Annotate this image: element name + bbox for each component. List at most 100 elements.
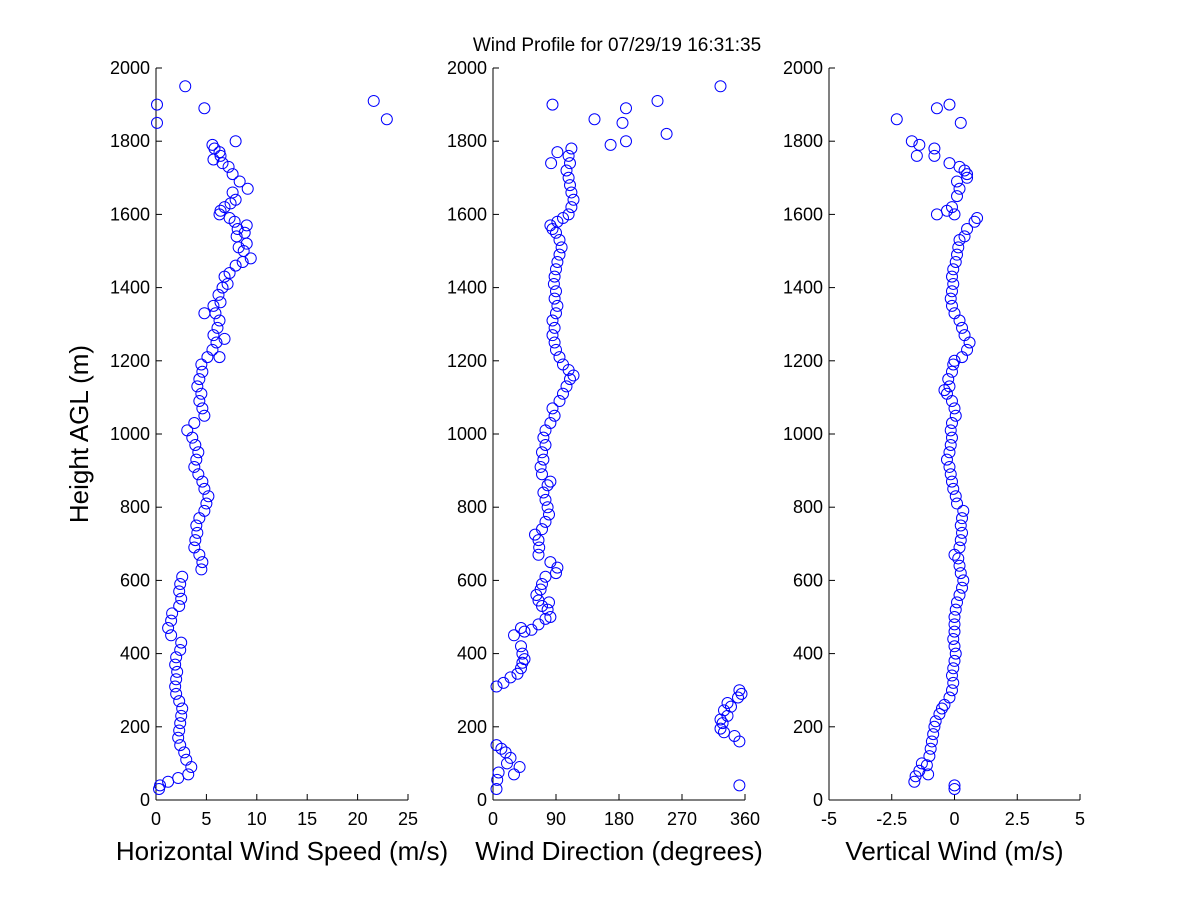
data-point — [185, 761, 198, 774]
data-point — [536, 468, 548, 481]
data-point — [499, 746, 512, 759]
data-point — [541, 501, 554, 514]
data-point — [192, 446, 205, 459]
y-tick-label: 1200 — [110, 351, 150, 371]
data-point — [948, 654, 961, 667]
y-tick-label: 0 — [477, 790, 487, 810]
data-point — [933, 707, 946, 720]
x-axis-label: Wind Direction (degrees) — [475, 836, 763, 866]
data-point — [169, 680, 182, 693]
data-point — [195, 563, 208, 576]
data-point — [947, 263, 960, 276]
data-point — [953, 559, 966, 572]
data-point — [193, 395, 206, 408]
x-tick-label: -5 — [821, 809, 837, 829]
data-point — [176, 702, 189, 715]
data-point — [539, 493, 552, 506]
data-point — [944, 424, 957, 437]
y-tick-label: 1000 — [447, 424, 487, 444]
data-point — [367, 94, 380, 107]
y-tick-label: 1400 — [110, 278, 150, 298]
data-point — [620, 102, 632, 115]
data-point — [174, 717, 187, 730]
data-point — [544, 219, 557, 232]
data-point — [940, 387, 953, 400]
data-point — [193, 548, 206, 561]
x-tick-label: 5 — [1075, 809, 1085, 829]
data-point — [565, 186, 578, 199]
data-point — [170, 673, 183, 686]
data-point — [604, 138, 617, 151]
data-point — [533, 541, 546, 554]
data-point — [957, 574, 970, 587]
data-point — [555, 241, 568, 254]
data-point — [210, 336, 223, 349]
data-point — [548, 409, 561, 422]
data-point — [508, 629, 520, 642]
data-point — [226, 168, 239, 181]
data-point — [565, 142, 578, 155]
data-point — [971, 212, 984, 225]
data-point — [550, 567, 562, 580]
data-point — [923, 750, 936, 763]
data-point — [172, 772, 185, 785]
data-point — [565, 201, 578, 214]
data-point — [162, 621, 175, 634]
data-point — [515, 621, 527, 634]
x-tick-label: 0 — [949, 809, 959, 829]
data-point — [380, 113, 393, 126]
data-point — [539, 515, 552, 528]
x-tick-label: 0 — [151, 809, 161, 829]
data-point — [948, 611, 961, 623]
data-point — [196, 402, 209, 415]
data-point — [175, 592, 188, 605]
data-point — [218, 332, 231, 345]
y-tick-label: 600 — [457, 570, 487, 590]
data-point — [948, 618, 961, 631]
y-tick-label: 0 — [140, 790, 150, 810]
data-point — [169, 658, 182, 671]
data-point — [233, 175, 246, 188]
data-point — [516, 656, 529, 669]
data-point — [532, 618, 545, 631]
data-point — [544, 556, 557, 569]
data-point — [151, 98, 164, 111]
x-tick-label: 20 — [348, 809, 368, 829]
y-tick-label: 1800 — [110, 131, 150, 151]
x-tick-label: 2.5 — [1005, 809, 1030, 829]
data-point — [170, 651, 183, 664]
data-point — [551, 299, 564, 312]
x-tick-label: 360 — [730, 809, 760, 829]
data-point — [548, 292, 561, 305]
x-axis-label: Horizontal Wind Speed (m/s) — [116, 836, 448, 866]
data-point — [928, 149, 941, 162]
data-point — [536, 523, 548, 536]
y-tick-label: 2000 — [110, 58, 150, 78]
data-point — [913, 138, 926, 151]
data-point — [230, 230, 243, 243]
y-tick-label: 1600 — [110, 204, 150, 224]
data-point — [539, 570, 552, 583]
y-tick-label: 2000 — [783, 58, 823, 78]
y-tick-label: 2000 — [447, 58, 487, 78]
data-point — [564, 373, 576, 386]
data-point — [196, 475, 209, 488]
data-point — [182, 768, 195, 781]
data-point — [943, 460, 956, 473]
data-point — [718, 726, 730, 739]
data-point — [553, 351, 566, 364]
y-tick-label: 1400 — [783, 278, 823, 298]
data-point — [956, 526, 969, 539]
data-point — [961, 171, 974, 184]
data-point — [948, 402, 961, 415]
data-point — [660, 127, 673, 140]
data-point — [945, 270, 958, 283]
data-point — [214, 204, 227, 217]
data-point — [953, 589, 966, 602]
data-point — [963, 336, 976, 349]
data-point — [172, 731, 185, 744]
data-point — [951, 175, 964, 188]
data-point — [553, 395, 566, 408]
data-point — [945, 417, 958, 430]
data-point — [908, 775, 921, 788]
